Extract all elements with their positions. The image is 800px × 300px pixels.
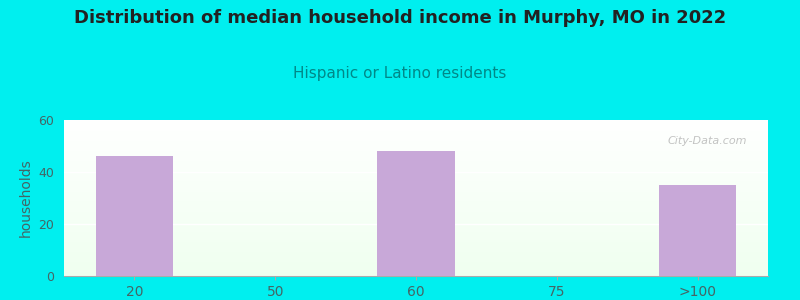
Text: Distribution of median household income in Murphy, MO in 2022: Distribution of median household income … xyxy=(74,9,726,27)
Bar xyxy=(378,151,454,276)
Bar xyxy=(96,156,173,276)
Bar xyxy=(659,185,736,276)
Text: Hispanic or Latino residents: Hispanic or Latino residents xyxy=(294,66,506,81)
Text: City-Data.com: City-Data.com xyxy=(667,136,747,146)
Y-axis label: households: households xyxy=(19,159,33,237)
